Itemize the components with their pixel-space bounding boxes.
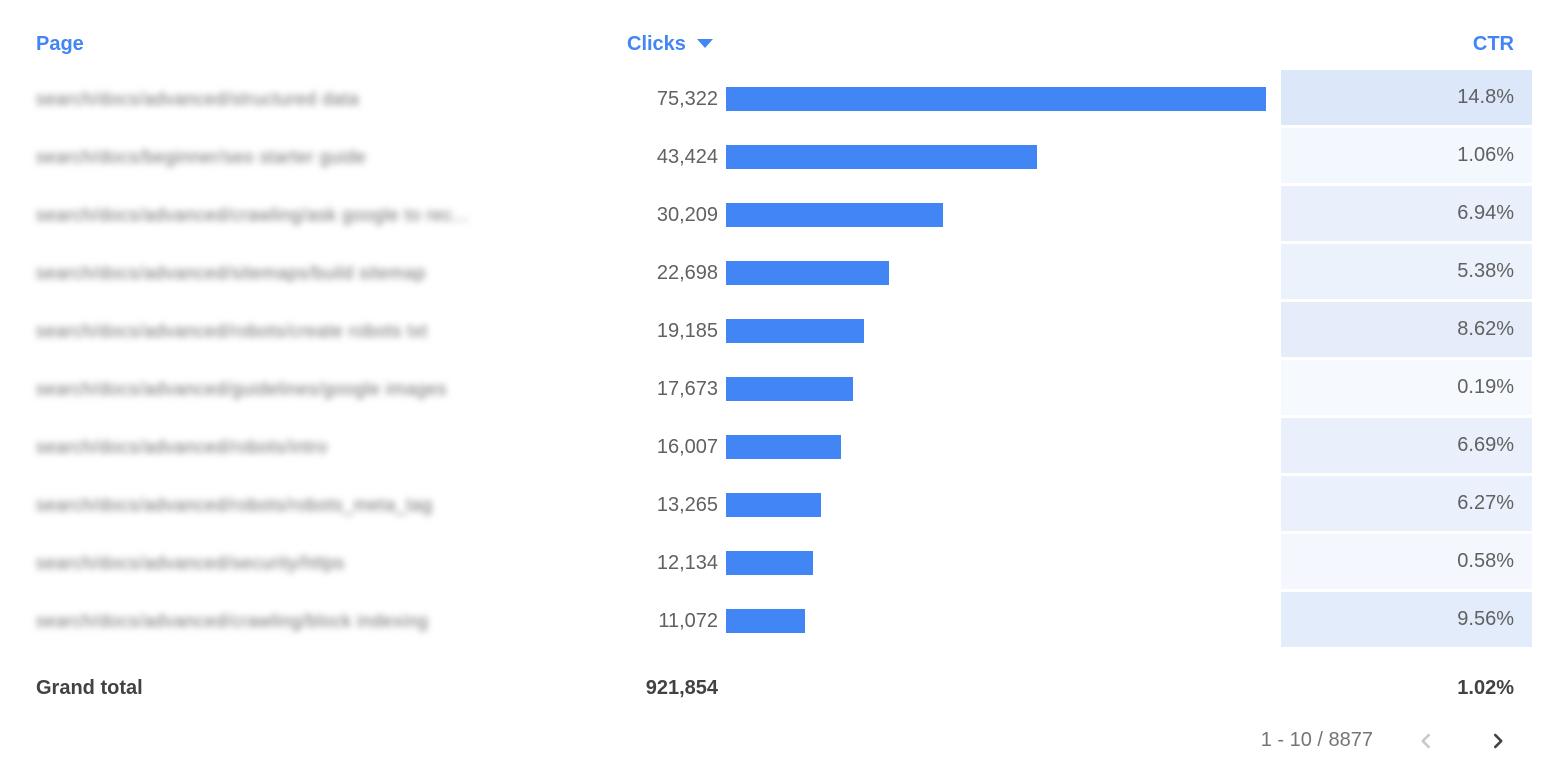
- ctr-cell: 6.69%: [1281, 418, 1532, 473]
- page-cell: search/docs/advanced/security/https: [36, 553, 345, 573]
- clicks-bar: [726, 145, 1037, 169]
- ctr-cell: 14.8%: [1281, 70, 1532, 125]
- page-cell: search/docs/advanced/guidelines/google i…: [36, 379, 447, 399]
- table-row[interactable]: search/docs/advanced/structured data 75,3…: [0, 70, 1546, 128]
- table-row[interactable]: search/docs/advanced/robots/intro 16,007 6…: [0, 418, 1546, 476]
- page-cell: search/docs/beginner/seo starter guide: [36, 147, 367, 167]
- page-cell: search/docs/advanced/structured data: [36, 89, 360, 109]
- page-cell: search/docs/advanced/sitemaps/build site…: [36, 263, 426, 283]
- grand-total-ctr: 1.02%: [1457, 677, 1514, 699]
- clicks-value: 22,698: [656, 262, 718, 284]
- ctr-cell: 0.58%: [1281, 534, 1532, 589]
- page-cell: search/docs/advanced/robots/create robot…: [36, 321, 428, 341]
- clicks-value: 12,134: [656, 552, 718, 574]
- column-header-clicks-label: Clicks: [627, 33, 686, 55]
- page-cell: search/docs/advanced/crawling/block inde…: [36, 611, 429, 631]
- ctr-cell: 8.62%: [1281, 302, 1532, 357]
- column-header-page[interactable]: Page: [36, 33, 84, 55]
- clicks-bar: [726, 261, 889, 285]
- pagination-range: 1 - 10 / 8877: [1260, 729, 1373, 751]
- table-row[interactable]: search/docs/beginner/seo starter guide 43…: [0, 128, 1546, 186]
- ctr-cell: 0.19%: [1281, 360, 1532, 415]
- table-rows: search/docs/advanced/structured data 75,3…: [0, 70, 1546, 650]
- ctr-cell: 9.56%: [1281, 592, 1532, 647]
- ctr-cell: 5.38%: [1281, 244, 1532, 299]
- table-row[interactable]: search/docs/advanced/crawling/block inde…: [0, 592, 1546, 650]
- clicks-bar: [726, 203, 943, 227]
- clicks-value: 16,007: [656, 436, 718, 458]
- pagination-prev-button[interactable]: [1413, 728, 1439, 754]
- grand-total-label: Grand total: [36, 677, 143, 699]
- pagination-next-button[interactable]: [1485, 728, 1511, 754]
- clicks-value: 75,322: [656, 88, 718, 110]
- page-cell: search/docs/advanced/robots/robots_meta_…: [36, 495, 433, 515]
- ctr-cell: 1.06%: [1281, 128, 1532, 183]
- sort-desc-triangle-icon: [696, 39, 713, 49]
- clicks-bar: [726, 551, 813, 575]
- table-row[interactable]: search/docs/advanced/robots/create robot…: [0, 302, 1546, 360]
- grand-total-clicks: 921,854: [645, 677, 718, 699]
- chevron-left-icon: [1413, 728, 1439, 754]
- clicks-value: 13,265: [656, 494, 718, 516]
- clicks-bar: [726, 319, 864, 343]
- page-cell: search/docs/advanced/robots/intro: [36, 437, 328, 457]
- table-row[interactable]: search/docs/advanced/guidelines/google i…: [0, 360, 1546, 418]
- table-row[interactable]: search/docs/advanced/robots/robots_meta_…: [0, 476, 1546, 534]
- ctr-cell: 6.94%: [1281, 186, 1532, 241]
- page-cell: search/docs/advanced/crawling/ask google…: [36, 205, 470, 225]
- clicks-value: 17,673: [656, 378, 718, 400]
- clicks-value: 30,209: [656, 204, 718, 226]
- clicks-value: 11,072: [658, 610, 718, 632]
- column-header-clicks[interactable]: Clicks: [627, 30, 713, 58]
- table-row[interactable]: search/docs/advanced/crawling/ask google…: [0, 186, 1546, 244]
- clicks-bar: [726, 609, 805, 633]
- clicks-value: 43,424: [656, 146, 718, 168]
- table-row[interactable]: search/docs/advanced/security/https 12,13…: [0, 534, 1546, 592]
- clicks-bar: [726, 493, 821, 517]
- clicks-value: 19,185: [656, 320, 718, 342]
- clicks-bar: [726, 435, 841, 459]
- chevron-right-icon: [1485, 728, 1511, 754]
- table-row[interactable]: search/docs/advanced/sitemaps/build site…: [0, 244, 1546, 302]
- clicks-bar: [726, 377, 853, 401]
- ctr-cell: 6.27%: [1281, 476, 1532, 531]
- clicks-bar: [726, 87, 1266, 111]
- column-header-ctr[interactable]: CTR: [1472, 33, 1514, 55]
- grand-total-row: Grand total 921,854 1.02%: [0, 660, 1546, 716]
